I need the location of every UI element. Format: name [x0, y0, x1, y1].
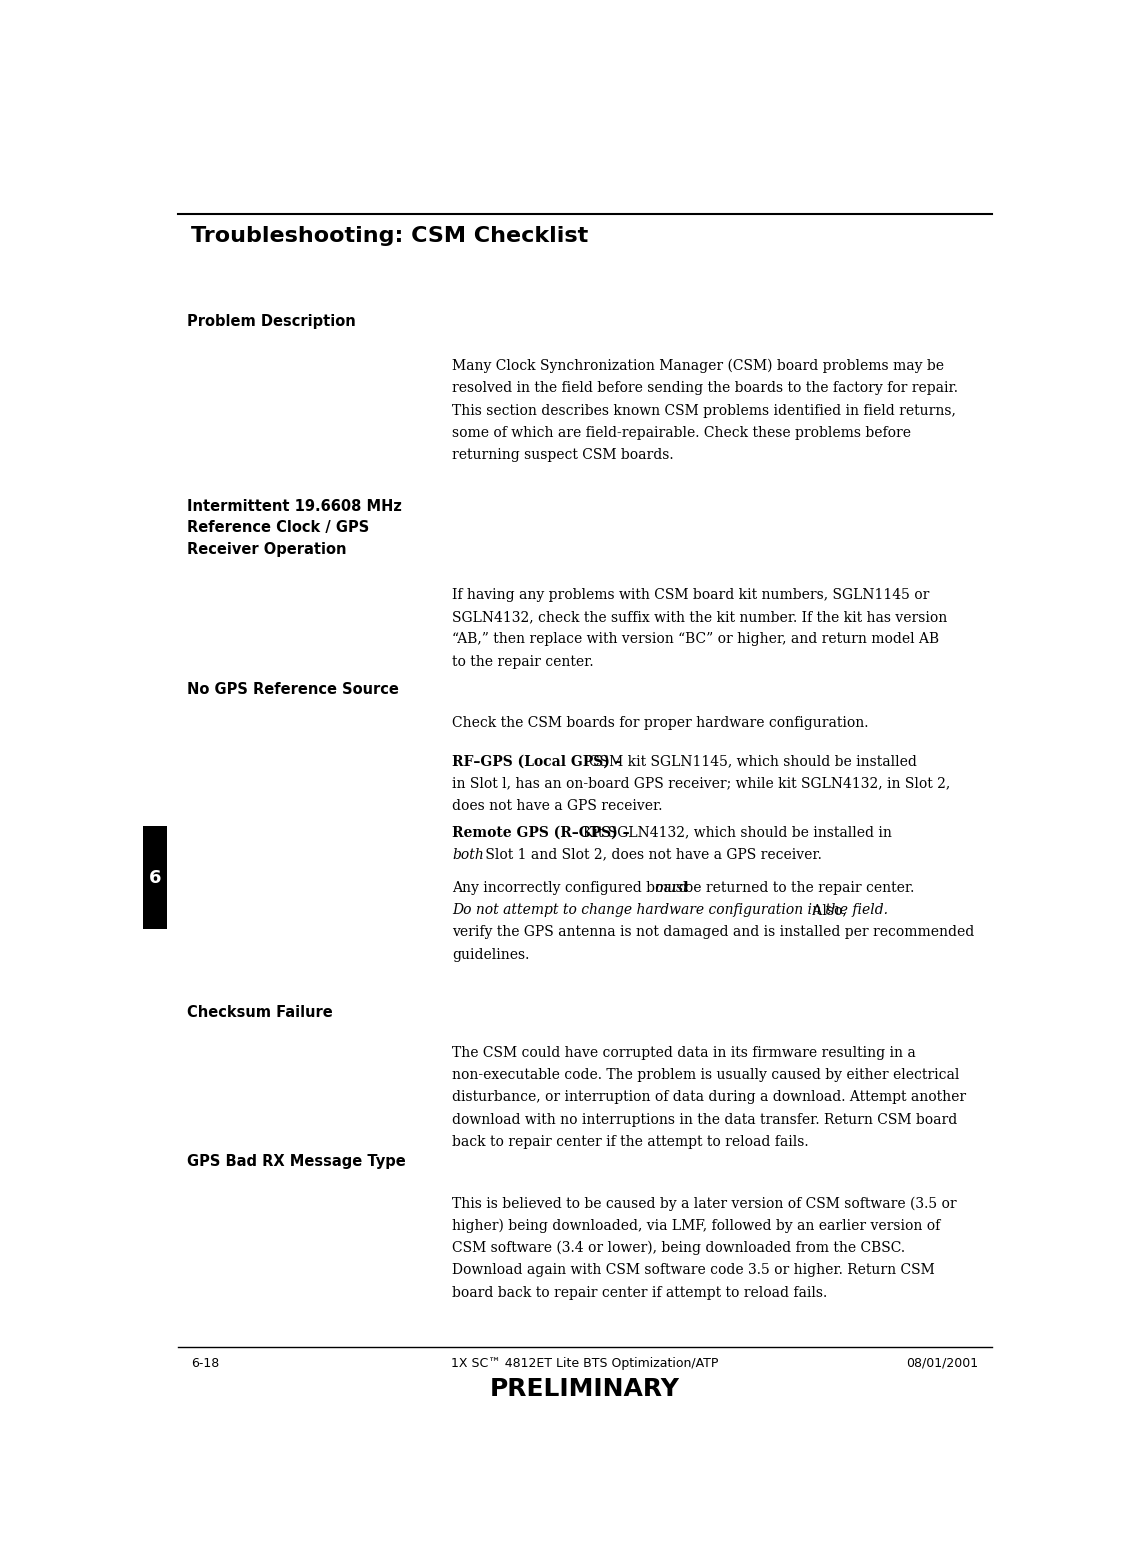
Text: Download again with CSM software code 3.5 or higher. Return CSM: Download again with CSM software code 3.… — [452, 1263, 934, 1277]
Text: returning suspect CSM boards.: returning suspect CSM boards. — [452, 448, 673, 462]
Text: CSM software (3.4 or lower), being downloaded from the CBSC.: CSM software (3.4 or lower), being downl… — [452, 1241, 905, 1255]
Text: does not have a GPS receiver.: does not have a GPS receiver. — [452, 798, 663, 812]
Text: Problem Description: Problem Description — [187, 315, 356, 329]
Text: guidelines.: guidelines. — [452, 947, 529, 961]
Text: non-executable code. The problem is usually caused by either electrical: non-executable code. The problem is usua… — [452, 1067, 960, 1081]
Text: to the repair center.: to the repair center. — [452, 654, 593, 668]
Text: Reference Clock / GPS: Reference Clock / GPS — [187, 521, 369, 535]
Text: board back to repair center if attempt to reload fails.: board back to repair center if attempt t… — [452, 1285, 827, 1299]
Text: The CSM could have corrupted data in its firmware resulting in a: The CSM could have corrupted data in its… — [452, 1045, 916, 1060]
Text: Do not attempt to change hardware configuration in the field.: Do not attempt to change hardware config… — [452, 903, 888, 917]
Text: be returned to the repair center.: be returned to the repair center. — [680, 881, 915, 895]
Text: This is believed to be caused by a later version of CSM software (3.5 or: This is believed to be caused by a later… — [452, 1196, 957, 1211]
Text: Checksum Failure: Checksum Failure — [187, 1005, 332, 1020]
Text: download with no interruptions in the data transfer. Return CSM board: download with no interruptions in the da… — [452, 1113, 957, 1127]
Text: 08/01/2001: 08/01/2001 — [906, 1357, 978, 1369]
Bar — [143, 826, 168, 930]
Text: CSM kit SGLN1145, which should be installed: CSM kit SGLN1145, which should be instal… — [589, 754, 917, 768]
Text: resolved in the field before sending the boards to the factory for repair.: resolved in the field before sending the… — [452, 382, 958, 396]
Text: Any incorrectly configured board: Any incorrectly configured board — [452, 881, 691, 895]
Text: Kit SGLN4132, which should be installed in: Kit SGLN4132, which should be installed … — [583, 825, 892, 839]
Text: Many Clock Synchronization Manager (CSM) board problems may be: Many Clock Synchronization Manager (CSM)… — [452, 358, 944, 374]
Text: Check the CSM boards for proper hardware configuration.: Check the CSM boards for proper hardware… — [452, 715, 868, 729]
Text: verify the GPS antenna is not damaged and is installed per recommended: verify the GPS antenna is not damaged an… — [452, 925, 974, 939]
Text: 6: 6 — [148, 869, 161, 887]
Text: “AB,” then replace with version “BC” or higher, and return model AB: “AB,” then replace with version “BC” or … — [452, 632, 939, 646]
Text: disturbance, or interruption of data during a download. Attempt another: disturbance, or interruption of data dur… — [452, 1091, 966, 1105]
Text: 6-18: 6-18 — [192, 1357, 219, 1369]
Text: Intermittent 19.6608 MHz: Intermittent 19.6608 MHz — [187, 499, 402, 513]
Text: Troubleshooting: CSM Checklist: Troubleshooting: CSM Checklist — [192, 227, 589, 246]
Text: in Slot l, has an on-board GPS receiver; while kit SGLN4132, in Slot 2,: in Slot l, has an on-board GPS receiver;… — [452, 776, 950, 790]
Text: This section describes known CSM problems identified in field returns,: This section describes known CSM problem… — [452, 404, 956, 418]
Text: No GPS Reference Source: No GPS Reference Source — [187, 682, 398, 696]
Text: PRELIMINARY: PRELIMINARY — [489, 1377, 680, 1401]
Text: If having any problems with CSM board kit numbers, SGLN1145 or: If having any problems with CSM board ki… — [452, 588, 930, 603]
Text: back to repair center if the attempt to reload fails.: back to repair center if the attempt to … — [452, 1135, 809, 1149]
Text: RF–GPS (Local GPS) –: RF–GPS (Local GPS) – — [452, 754, 626, 768]
Text: 1X SC™ 4812ET Lite BTS Optimization/ATP: 1X SC™ 4812ET Lite BTS Optimization/ATP — [451, 1357, 719, 1369]
Text: both: both — [452, 848, 484, 862]
Text: Remote GPS (R–GPS) –: Remote GPS (R–GPS) – — [452, 825, 634, 839]
Text: must: must — [654, 881, 688, 895]
Text: SGLN4132, check the suffix with the kit number. If the kit has version: SGLN4132, check the suffix with the kit … — [452, 610, 947, 624]
Text: GPS Bad RX Message Type: GPS Bad RX Message Type — [187, 1155, 405, 1169]
Text: Slot 1 and Slot 2, does not have a GPS receiver.: Slot 1 and Slot 2, does not have a GPS r… — [482, 848, 823, 862]
Text: Also,: Also, — [808, 903, 847, 917]
Text: Receiver Operation: Receiver Operation — [187, 541, 347, 557]
Text: higher) being downloaded, via LMF, followed by an earlier version of: higher) being downloaded, via LMF, follo… — [452, 1219, 940, 1233]
Text: some of which are field-repairable. Check these problems before: some of which are field-repairable. Chec… — [452, 426, 912, 440]
